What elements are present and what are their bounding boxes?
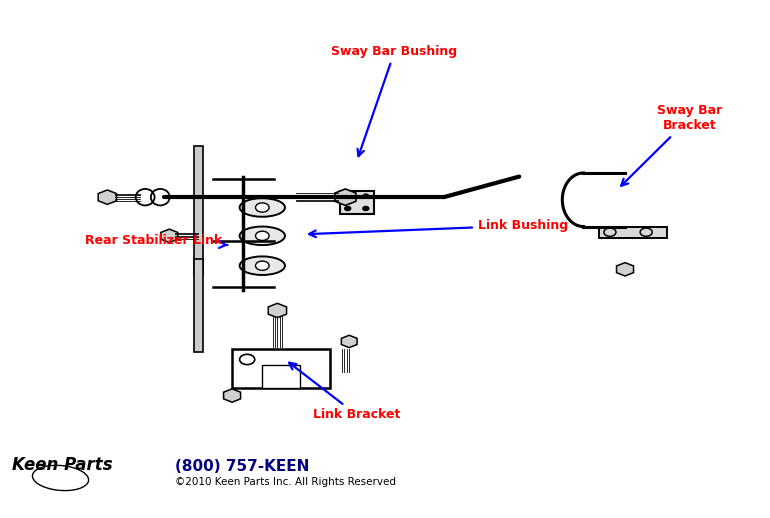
Circle shape xyxy=(256,231,269,240)
Bar xyxy=(263,365,300,388)
Text: Rear Stabilizer Link: Rear Stabilizer Link xyxy=(85,235,228,248)
Text: ©2010 Keen Parts Inc. All Rights Reserved: ©2010 Keen Parts Inc. All Rights Reserve… xyxy=(176,477,397,486)
Circle shape xyxy=(256,261,269,270)
Text: Sway Bar
Bracket: Sway Bar Bracket xyxy=(621,105,722,186)
Text: Link Bracket: Link Bracket xyxy=(289,363,400,422)
Ellipse shape xyxy=(239,256,285,275)
Circle shape xyxy=(345,207,350,211)
Circle shape xyxy=(363,194,369,198)
Text: Keen Parts: Keen Parts xyxy=(12,456,112,474)
Bar xyxy=(232,349,330,388)
Text: Link Bushing: Link Bushing xyxy=(309,219,567,237)
Ellipse shape xyxy=(239,198,285,217)
Ellipse shape xyxy=(239,226,285,245)
Bar xyxy=(598,226,667,238)
Text: Sway Bar Bushing: Sway Bar Bushing xyxy=(331,45,457,156)
Bar xyxy=(193,259,203,352)
Circle shape xyxy=(256,203,269,212)
Circle shape xyxy=(363,207,369,211)
Text: (800) 757-KEEN: (800) 757-KEEN xyxy=(176,458,310,473)
Circle shape xyxy=(345,194,350,198)
Bar xyxy=(193,146,203,275)
Bar xyxy=(340,191,373,214)
